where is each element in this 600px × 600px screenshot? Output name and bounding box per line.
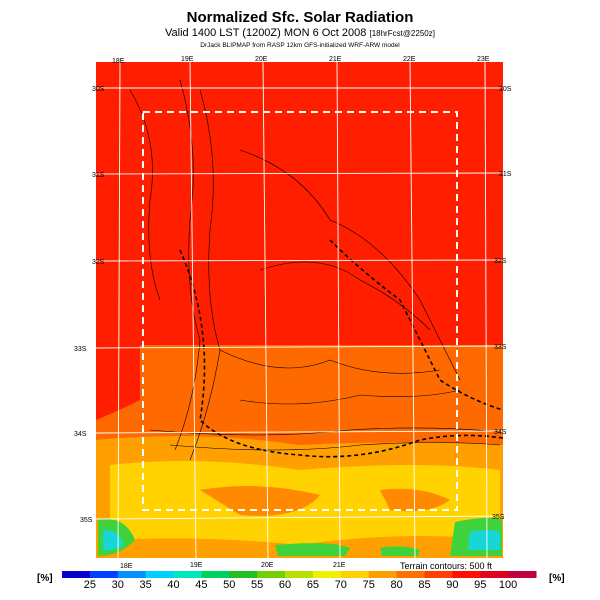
colorbar-label: 35 bbox=[139, 579, 152, 591]
colorbar-swatch bbox=[89, 571, 119, 578]
orange-patch-2 bbox=[380, 488, 450, 512]
lon-label: 18E bbox=[120, 563, 133, 570]
graticule bbox=[95, 61, 504, 559]
lon-label: 23E bbox=[477, 56, 490, 63]
terrain-contours bbox=[129, 79, 501, 461]
colorbar-label: 40 bbox=[167, 579, 180, 591]
lon-label: 20E bbox=[255, 56, 268, 63]
forecast-note: [18hrFcst@2250z] bbox=[369, 29, 435, 38]
colorbar-label: 50 bbox=[223, 579, 236, 591]
colorbar-label: 30 bbox=[111, 579, 124, 591]
colorbar-unit-left: [%] bbox=[37, 573, 53, 584]
valid-time: Valid 1400 LST (1200Z) MON 6 Oct 2008 [1… bbox=[0, 27, 600, 39]
lon-label: 19E bbox=[181, 56, 194, 63]
lon-label: 19E bbox=[190, 562, 203, 569]
colorbar-label: 60 bbox=[278, 579, 292, 591]
lat-label: 30S bbox=[92, 86, 105, 93]
colorbar-swatch bbox=[480, 571, 509, 578]
valid-time-text: Valid 1400 LST (1200Z) MON 6 Oct 2008 bbox=[165, 27, 367, 39]
inner-domain-box bbox=[142, 111, 458, 511]
colorbar-swatch bbox=[452, 571, 481, 578]
lat-label: 35S bbox=[492, 514, 505, 521]
lat-label: 33S bbox=[74, 346, 87, 353]
model-credit: DrJack BLIPMAP from RASP 12km GFS-initia… bbox=[200, 42, 400, 49]
cyan-patch-se bbox=[468, 530, 500, 550]
lat-label: 31S bbox=[92, 172, 105, 179]
lon-label: 18E bbox=[112, 58, 125, 65]
lat-label: 33S bbox=[494, 344, 507, 351]
colorbar-swatch bbox=[424, 571, 453, 578]
lat-label: 32S bbox=[494, 258, 507, 265]
green-strip-south bbox=[275, 543, 350, 556]
lat-label: 31S bbox=[499, 171, 512, 178]
coastline bbox=[179, 239, 504, 458]
colorbar-swatch bbox=[285, 571, 314, 578]
colorbar-label: 85 bbox=[418, 579, 431, 591]
terrain-contour-note: Terrain contours: 500 ft bbox=[400, 561, 493, 571]
lon-label: 20E bbox=[261, 562, 274, 569]
colorbar bbox=[62, 571, 537, 578]
lon-labels-bottom: 18E 19E 20E 21E bbox=[120, 562, 346, 570]
lat-label: 34S bbox=[494, 429, 507, 436]
lat-labels-left: 30S 31S 32S 33S 34S 35S bbox=[74, 86, 105, 524]
colorbar-label: 55 bbox=[251, 579, 264, 591]
colorbar-unit-right: [%] bbox=[549, 573, 565, 584]
lon-labels-top: 18E 19E 20E 21E 22E 23E bbox=[112, 56, 490, 65]
colorbar-label: 80 bbox=[390, 579, 403, 591]
green-strip-south-2 bbox=[380, 546, 420, 556]
colorbar-swatch bbox=[62, 571, 91, 578]
orange-patch bbox=[200, 486, 320, 516]
colorbar-swatch bbox=[312, 571, 342, 578]
cyan-patch-sw bbox=[103, 529, 124, 551]
colorbar-label: 100 bbox=[498, 579, 518, 591]
colorbar-swatch bbox=[173, 571, 202, 578]
colorbar-label: 90 bbox=[446, 579, 459, 591]
colorbar-label: 45 bbox=[195, 579, 208, 591]
colorbar-swatch bbox=[229, 571, 258, 578]
lat-label: 34S bbox=[74, 431, 87, 438]
colorbar-swatch bbox=[145, 571, 175, 578]
colorbar-swatch bbox=[396, 571, 425, 578]
colorbar-swatch bbox=[117, 571, 147, 578]
colorbar-label: 95 bbox=[474, 579, 487, 591]
lon-label: 21E bbox=[333, 562, 346, 569]
lat-label: 35S bbox=[80, 517, 93, 524]
chart-title: Normalized Sfc. Solar Radiation bbox=[186, 9, 414, 26]
colorbar-swatch bbox=[257, 571, 286, 578]
colorbar-label: 65 bbox=[306, 579, 320, 591]
colorbar-swatch bbox=[340, 571, 370, 578]
colorbar-swatch bbox=[508, 571, 537, 578]
lat-label: 30S bbox=[499, 86, 512, 93]
colorbar-swatch bbox=[368, 571, 398, 578]
lon-label: 21E bbox=[329, 56, 342, 63]
lon-label: 22E bbox=[403, 56, 416, 63]
colorbar-swatch bbox=[201, 571, 230, 578]
colorbar-label: 75 bbox=[362, 579, 375, 591]
lat-labels-right: 30S 31S 32S 33S 34S 35S bbox=[492, 86, 512, 521]
colorbar-label: 70 bbox=[334, 579, 347, 591]
lat-label: 32S bbox=[92, 259, 105, 266]
colorbar-label: 25 bbox=[83, 579, 96, 591]
